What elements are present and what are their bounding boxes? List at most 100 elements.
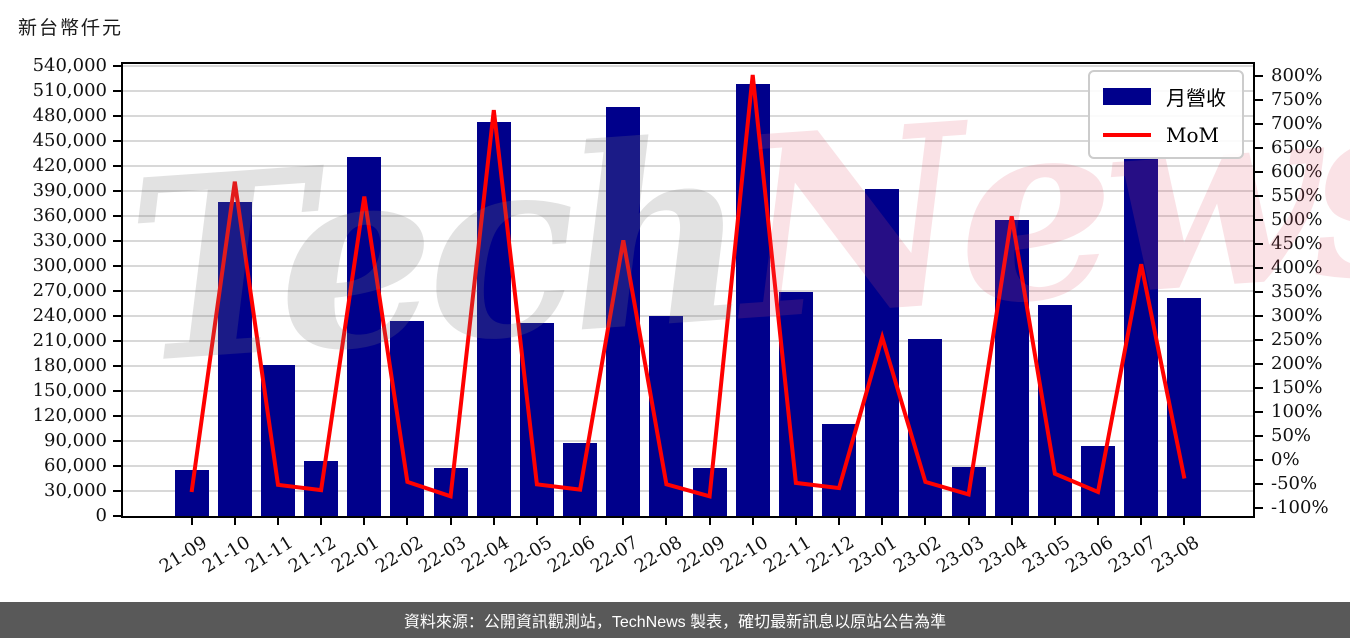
revenue-bar-22-01 bbox=[347, 156, 382, 516]
gridline-210000 bbox=[123, 339, 1253, 342]
revenue-bar-23-04 bbox=[994, 219, 1029, 516]
gridline-390000 bbox=[123, 189, 1253, 192]
legend-mom-label: MoM bbox=[1166, 123, 1219, 147]
left-tick-label-540000: 540,000 bbox=[32, 54, 107, 76]
x-tick-22-02 bbox=[406, 518, 409, 525]
left-tick-270000 bbox=[113, 289, 121, 292]
mom-line-chart bbox=[189, 74, 1187, 499]
left-tick-label-90000: 90,000 bbox=[44, 429, 107, 451]
left-tick-480000 bbox=[113, 114, 121, 117]
left-tick-label-390000: 390,000 bbox=[32, 179, 107, 201]
x-label-21-11: 21-11 bbox=[241, 532, 298, 578]
right-tick-label-800: 800% bbox=[1271, 64, 1323, 86]
right-tick-650 bbox=[1255, 146, 1263, 149]
right-tick-label-750: 750% bbox=[1271, 88, 1323, 110]
x-tick-22-05 bbox=[535, 518, 538, 525]
y-axis-title: 新台幣仟元 bbox=[18, 17, 124, 39]
x-tick-21-12 bbox=[320, 518, 323, 525]
x-tick-21-10 bbox=[233, 518, 236, 525]
right-tick-50 bbox=[1255, 434, 1263, 437]
x-tick-22-01 bbox=[363, 518, 366, 525]
gridline-150000 bbox=[123, 389, 1253, 392]
x-label-21-09: 21-09 bbox=[155, 532, 211, 578]
right-tick-750 bbox=[1255, 98, 1263, 101]
left-tick-420000 bbox=[113, 164, 121, 167]
gridline-450000 bbox=[123, 139, 1253, 142]
x-label-23-05: 23-05 bbox=[1018, 532, 1075, 578]
x-label-23-06: 23-06 bbox=[1062, 532, 1118, 578]
x-tick-22-08 bbox=[665, 518, 668, 525]
gridline-480000 bbox=[123, 114, 1253, 117]
left-tick-label-120000: 120,000 bbox=[32, 404, 107, 426]
x-label-23-08: 23-08 bbox=[1148, 532, 1204, 578]
gridline-360000 bbox=[123, 214, 1253, 217]
left-tick-30000 bbox=[113, 489, 121, 492]
legend-row-revenue: 月營收 bbox=[1103, 82, 1226, 111]
right-tick-label-150: 150% bbox=[1271, 376, 1323, 398]
x-tick-23-02 bbox=[924, 518, 927, 525]
left-tick-300000 bbox=[113, 264, 121, 267]
x-tick-23-04 bbox=[1010, 518, 1013, 525]
right-tick-350 bbox=[1255, 290, 1263, 293]
x-label-23-02: 23-02 bbox=[889, 532, 945, 578]
x-tick-23-05 bbox=[1053, 518, 1056, 525]
left-tick-label-510000: 510,000 bbox=[32, 79, 107, 101]
left-tick-210000 bbox=[113, 339, 121, 342]
x-tick-21-11 bbox=[276, 518, 279, 525]
gridline-510000 bbox=[123, 89, 1253, 92]
x-label-23-07: 23-07 bbox=[1105, 532, 1161, 578]
x-tick-23-08 bbox=[1183, 518, 1186, 525]
left-tick-label-330000: 330,000 bbox=[32, 229, 107, 251]
right-tick-200 bbox=[1255, 362, 1263, 365]
x-label-22-06: 22-06 bbox=[544, 532, 600, 578]
gridline-540000 bbox=[123, 64, 1253, 67]
x-label-22-07: 22-07 bbox=[587, 532, 643, 578]
gridline-180000 bbox=[123, 364, 1253, 367]
x-tick-22-10 bbox=[751, 518, 754, 525]
gridline-300000 bbox=[123, 264, 1253, 267]
gridline-270000 bbox=[123, 289, 1253, 292]
revenue-bar-23-06 bbox=[1081, 445, 1116, 516]
x-label-22-01: 22-01 bbox=[328, 532, 384, 578]
right-tick-800 bbox=[1255, 74, 1263, 77]
revenue-bar-22-12 bbox=[822, 423, 857, 516]
left-tick-150000 bbox=[113, 389, 121, 392]
left-tick-120000 bbox=[113, 414, 121, 417]
x-tick-23-01 bbox=[881, 518, 884, 525]
legend-revenue-label: 月營收 bbox=[1166, 86, 1226, 110]
source-footer-text: 資料來源：公開資訊觀測站，TechNews 製表，確切最新訊息以原站公告為準 bbox=[403, 614, 947, 631]
left-tick-label-300000: 300,000 bbox=[32, 254, 107, 276]
x-tick-22-11 bbox=[794, 518, 797, 525]
x-tick-23-06 bbox=[1097, 518, 1100, 525]
x-tick-22-12 bbox=[838, 518, 841, 525]
right-tick-250 bbox=[1255, 338, 1263, 341]
legend-row-mom: MoM bbox=[1103, 123, 1226, 147]
x-tick-22-04 bbox=[492, 518, 495, 525]
right-tick--50 bbox=[1255, 482, 1263, 485]
right-tick-label-200: 200% bbox=[1271, 352, 1323, 374]
revenue-bar-22-10 bbox=[735, 84, 770, 516]
gridline-90000 bbox=[123, 439, 1253, 442]
right-tick-label-50: 50% bbox=[1271, 424, 1312, 446]
right-tick-label-650: 650% bbox=[1271, 136, 1323, 158]
right-tick-label-550: 550% bbox=[1271, 184, 1323, 206]
x-tick-22-03 bbox=[449, 518, 452, 525]
right-tick-label-300: 300% bbox=[1271, 304, 1323, 326]
left-tick-label-150000: 150,000 bbox=[32, 379, 107, 401]
x-label-23-01: 23-01 bbox=[846, 532, 902, 578]
x-label-23-04: 23-04 bbox=[975, 532, 1031, 578]
x-tick-21-09 bbox=[190, 518, 193, 525]
right-tick-150 bbox=[1255, 386, 1263, 389]
revenue-bar-23-01 bbox=[865, 189, 900, 516]
right-tick-600 bbox=[1255, 170, 1263, 173]
plot-area: TechNews 月營收 MoM 0 30,000 60,000 90,000 120,… bbox=[33, 35, 1350, 578]
x-tick-22-06 bbox=[579, 518, 582, 525]
x-tick-22-07 bbox=[622, 518, 625, 525]
x-label-22-03: 22-03 bbox=[414, 532, 470, 578]
left-tick-180000 bbox=[113, 364, 121, 367]
x-tick-23-07 bbox=[1140, 518, 1143, 525]
right-tick-700 bbox=[1255, 122, 1263, 125]
left-tick-label-270000: 270,000 bbox=[32, 279, 107, 301]
left-tick-60000 bbox=[113, 464, 121, 467]
left-tick-390000 bbox=[113, 189, 121, 192]
